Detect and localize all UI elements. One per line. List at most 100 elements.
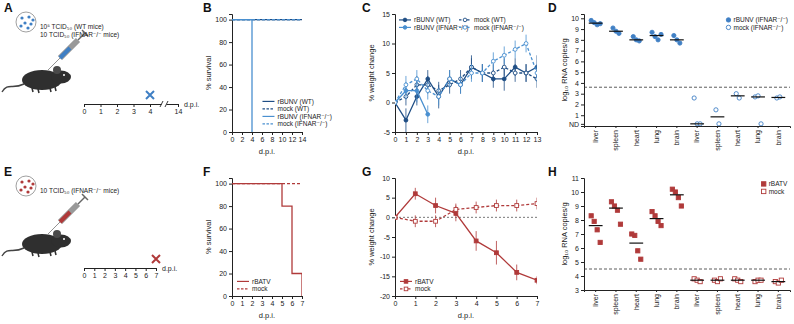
tick: -10 — [380, 253, 395, 260]
tick-mark — [581, 18, 584, 19]
tick: heart — [734, 290, 741, 310]
tick-label: liver — [693, 293, 700, 307]
tick: 4 — [475, 296, 479, 307]
tick-label: 0 — [231, 300, 235, 307]
tick-mark — [581, 290, 584, 291]
tick-label: 3 — [113, 272, 117, 279]
tick: 8 — [271, 132, 275, 143]
tick: 9 — [575, 203, 584, 210]
tick: 60 — [219, 225, 232, 232]
tick: heart — [734, 126, 741, 146]
median-line — [629, 243, 643, 244]
tick: 8 — [575, 37, 584, 44]
data-point — [615, 208, 619, 212]
data-point — [404, 83, 408, 87]
axis: liverspleenheartlungbrainliverspleenhear… — [585, 290, 791, 315]
tick-label: 14 — [175, 108, 183, 115]
tick: 8 — [481, 132, 485, 143]
syringe-fluid — [60, 212, 70, 222]
tick-mark — [526, 132, 527, 135]
data-point — [415, 89, 419, 93]
schematic: 10 TCID₅₀ (IFNAR⁻/⁻ mice) — [2, 176, 119, 257]
tick: spleen — [714, 126, 722, 151]
tick-label: 11 — [512, 136, 519, 143]
tick: 5 — [575, 259, 584, 266]
tick-mark — [537, 132, 538, 135]
legend-item: rBATV — [237, 278, 271, 285]
legend: rBATVmock — [237, 278, 271, 293]
tick-mark — [456, 296, 457, 299]
legend-marker — [761, 189, 765, 193]
tick-label: lung — [653, 130, 661, 143]
tick-mark — [302, 132, 303, 135]
tick: 1 — [404, 132, 408, 143]
tick-mark — [581, 61, 584, 62]
inoculum — [16, 12, 36, 32]
data-point — [454, 208, 458, 212]
tick: 4 — [124, 268, 128, 279]
tick-mark — [115, 268, 116, 271]
median-line — [771, 281, 785, 282]
tick: heart — [633, 126, 640, 146]
data-point — [495, 204, 499, 208]
tick-mark — [134, 104, 135, 107]
tick-mark — [676, 290, 677, 292]
data-point — [474, 206, 478, 210]
tick: 7 — [470, 132, 474, 143]
tick: 10 — [382, 40, 395, 47]
data-point — [395, 101, 397, 105]
tick-mark — [615, 126, 616, 128]
virus-particle — [26, 26, 29, 29]
tick-label: 10 — [382, 40, 390, 47]
tick: 3 — [575, 287, 584, 294]
axis: 34567891011 — [571, 175, 584, 294]
tick-mark — [392, 276, 395, 277]
tick-mark — [392, 73, 395, 74]
schematic: 10⁵ TCID₅₀ (WT mice)10 TCID₅₀ (IFNAR⁻/⁻ … — [2, 12, 119, 93]
tick-mark — [229, 20, 232, 21]
tick: 2 — [241, 132, 245, 143]
tick-mark — [496, 296, 497, 299]
mouse-leg — [32, 88, 33, 92]
tick: 6 — [459, 132, 463, 143]
legend-swatch — [262, 108, 274, 109]
data-point — [609, 200, 613, 204]
data-point — [459, 83, 463, 87]
data-point — [589, 214, 593, 218]
data-point — [502, 65, 506, 69]
legend-swatch — [262, 116, 274, 117]
tick-label: 5 — [386, 70, 390, 77]
tick: 13 — [534, 132, 542, 143]
legend-marker — [404, 280, 408, 284]
axis: 01234567 — [231, 296, 305, 307]
data-point — [474, 239, 478, 243]
tick-label: 0 — [231, 136, 235, 143]
mouse-leg — [38, 253, 39, 257]
data-point — [448, 77, 452, 81]
tick-label: 10 — [382, 175, 390, 182]
syringe-barrel — [60, 40, 78, 58]
tick-mark — [150, 104, 151, 107]
legend-label: rBATV — [415, 278, 434, 285]
data-point — [437, 95, 441, 99]
tick-mark — [615, 290, 616, 292]
tick: 6 — [575, 58, 584, 65]
tick-label: 9 — [575, 26, 579, 33]
virus-particle — [27, 179, 30, 182]
tick-label: brain — [673, 130, 680, 146]
tick: 2 — [116, 104, 120, 115]
tick-label: 2 — [415, 136, 419, 143]
tick-label: heart — [734, 294, 741, 310]
tick: 10 — [571, 15, 584, 22]
tick: 6 — [261, 132, 265, 143]
axis-line — [229, 15, 233, 133]
data-point — [515, 204, 519, 208]
tick: 8 — [575, 217, 584, 224]
series-line — [395, 91, 428, 115]
tick-label: 100 — [215, 16, 227, 23]
tick: 3 — [261, 296, 265, 307]
panel-letter: C — [362, 1, 371, 15]
tick: 11 — [512, 132, 519, 143]
tick-mark — [581, 124, 584, 125]
virus-particle — [19, 188, 22, 191]
